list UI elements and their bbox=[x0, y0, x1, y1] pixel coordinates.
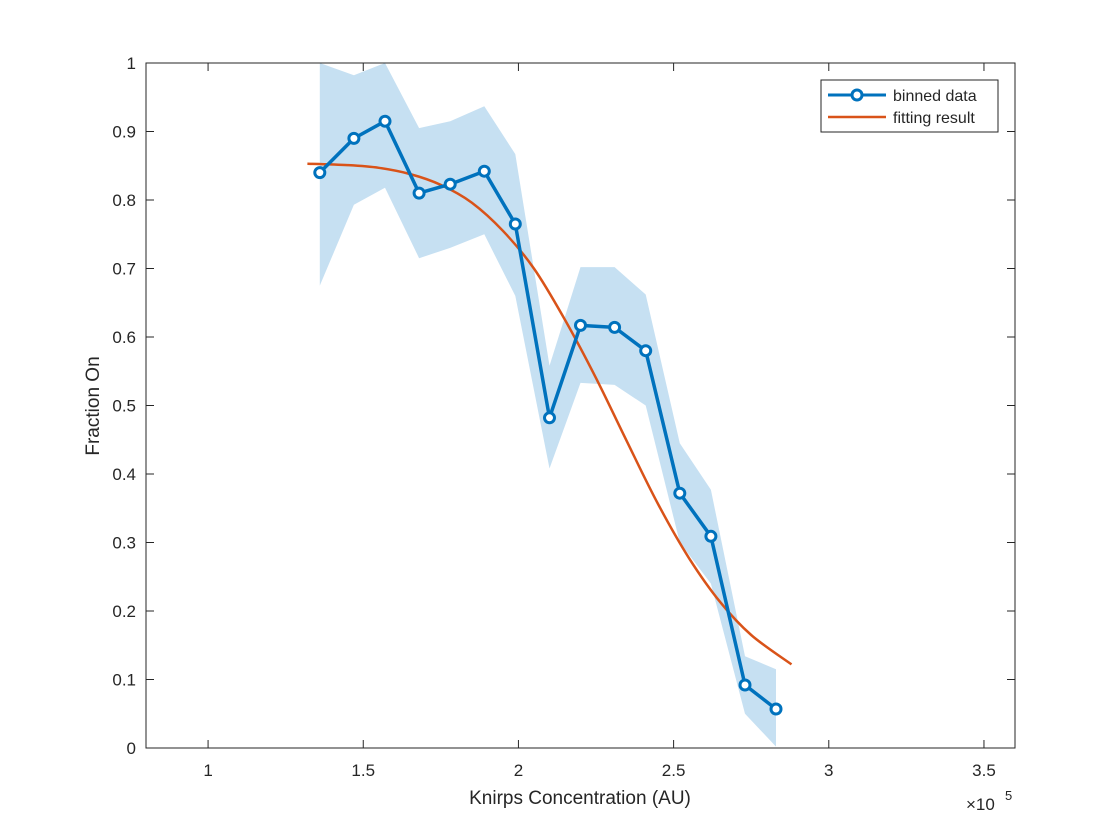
legend-fit-label: fitting result bbox=[893, 110, 975, 127]
y-tick-label: 0.1 bbox=[112, 671, 136, 690]
binned-data-layer bbox=[313, 114, 783, 716]
fit-line-layer bbox=[307, 162, 793, 666]
y-tick-label: 0.4 bbox=[112, 465, 136, 484]
fit-line bbox=[307, 162, 793, 666]
y-axis-ticks: 0 0.1 0.2 0.3 0.4 0.5 0.6 0.7 0.8 0.9 1 bbox=[112, 54, 1015, 758]
y-tick-label: 0.7 bbox=[112, 260, 136, 279]
binned-data-point bbox=[412, 186, 426, 200]
y-tick-label: 0.9 bbox=[112, 123, 136, 142]
x-tick-label: 1.5 bbox=[351, 761, 375, 780]
y-tick-label: 0.8 bbox=[112, 191, 136, 210]
binned-data-point bbox=[608, 320, 622, 334]
x-axis-ticks: 1 1.5 2 2.5 3 3.5 bbox=[203, 63, 996, 780]
binned-data-point bbox=[443, 177, 457, 191]
binned-data-point bbox=[673, 486, 687, 500]
y-tick-label: 0.2 bbox=[112, 602, 136, 621]
plot-area bbox=[146, 63, 1015, 748]
legend-binned-marker bbox=[850, 88, 864, 102]
y-tick-label: 0.5 bbox=[112, 397, 136, 416]
legend: binned data fitting result bbox=[820, 79, 999, 133]
y-axis-label: Fraction On bbox=[83, 356, 104, 455]
y-tick-label: 0 bbox=[127, 739, 136, 758]
legend-binned-label: binned data bbox=[893, 88, 977, 105]
x-tick-label: 2 bbox=[514, 761, 523, 780]
x-tick-label: 1 bbox=[203, 761, 212, 780]
legend-box bbox=[820, 79, 999, 133]
x-axis-label: Knirps Concentration (AU) bbox=[469, 788, 691, 809]
binned-data-point bbox=[574, 318, 587, 332]
binned-data-point bbox=[508, 217, 522, 231]
binned-data-point bbox=[769, 702, 783, 716]
binned-data-point bbox=[313, 166, 327, 180]
x-exponent-label: ×10 5 bbox=[966, 788, 1012, 814]
y-tick-label: 0.6 bbox=[112, 328, 136, 347]
binned-data-point bbox=[738, 678, 752, 692]
y-tick-label: 0.3 bbox=[112, 534, 136, 553]
binned-data-point bbox=[639, 344, 653, 358]
x-exponent-power: 5 bbox=[1005, 788, 1012, 803]
x-tick-label: 3 bbox=[824, 761, 833, 780]
x-tick-label: 3.5 bbox=[972, 761, 996, 780]
binned-data-point bbox=[704, 529, 718, 543]
binned-data-point bbox=[543, 411, 556, 425]
binned-data-point bbox=[347, 131, 361, 145]
x-tick-label: 2.5 bbox=[662, 761, 686, 780]
x-exponent-base: ×10 bbox=[966, 795, 995, 814]
binned-data-point bbox=[477, 164, 491, 178]
binned-data-point bbox=[378, 114, 392, 128]
y-tick-label: 1 bbox=[127, 54, 136, 73]
